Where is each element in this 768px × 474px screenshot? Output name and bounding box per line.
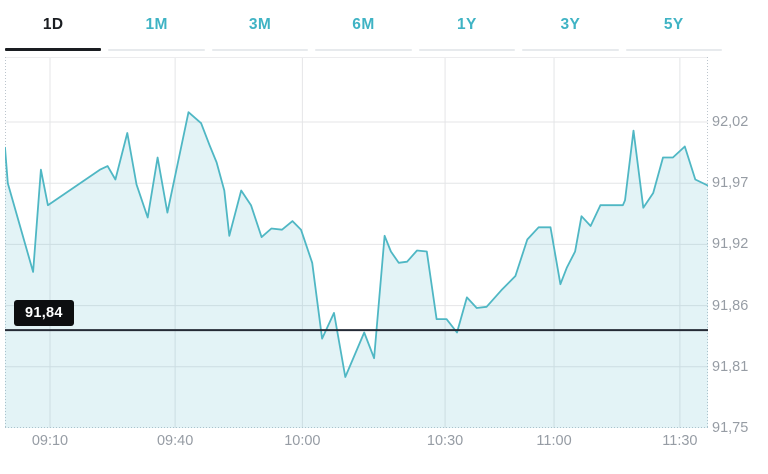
tab-label: 6M: [352, 16, 375, 33]
chart-svg: [5, 57, 708, 428]
tab-underline: [108, 49, 205, 51]
tab-label: 1Y: [457, 16, 477, 33]
y-axis-label: 91,97: [712, 175, 749, 192]
tab-1y[interactable]: 1Y: [418, 12, 516, 51]
active-tab-underline: [5, 48, 102, 51]
tab-3y[interactable]: 3Y: [522, 12, 619, 51]
tab-label: 3M: [248, 16, 272, 33]
tab-underline: [418, 49, 516, 51]
tab-label: 1M: [145, 16, 168, 33]
price-series-line: [5, 111, 708, 378]
y-axis-label: 91,75: [712, 420, 749, 436]
y-axis-label: 92,02: [712, 114, 749, 130]
tab-underline: [522, 49, 619, 51]
time-range-tabs: 1D 1M 3M 6M 1Y 3Y 5Y: [5, 12, 722, 51]
tab-1d[interactable]: 1D: [5, 12, 102, 51]
y-axis-label: 91,81: [712, 358, 749, 375]
chart-canvas[interactable]: [5, 57, 708, 428]
y-axis-label: 91,92: [712, 236, 749, 253]
tab-label: 1D: [42, 16, 64, 33]
tab-underline: [625, 49, 722, 51]
x-axis-label: 11:00: [536, 433, 572, 449]
price-area-fill: [5, 112, 708, 428]
tab-label: 5Y: [663, 16, 684, 33]
tab-3m[interactable]: 3M: [211, 12, 309, 51]
tab-underline: [315, 49, 412, 51]
current-price-badge: 91,84: [14, 300, 74, 327]
tab-1m[interactable]: 1M: [108, 12, 205, 51]
tab-5y[interactable]: 5Y: [625, 12, 722, 51]
x-axis-label: 11:30: [662, 433, 698, 449]
x-axis-label: 09:10: [31, 433, 69, 449]
x-axis-label: 10:00: [284, 433, 321, 449]
tab-6m[interactable]: 6M: [315, 12, 412, 51]
y-axis-label: 91,86: [712, 297, 749, 314]
tab-label: 3Y: [560, 16, 581, 33]
x-axis-label: 10:30: [426, 433, 464, 449]
x-axis-label: 09:40: [156, 433, 194, 449]
tab-underline: [211, 49, 309, 51]
